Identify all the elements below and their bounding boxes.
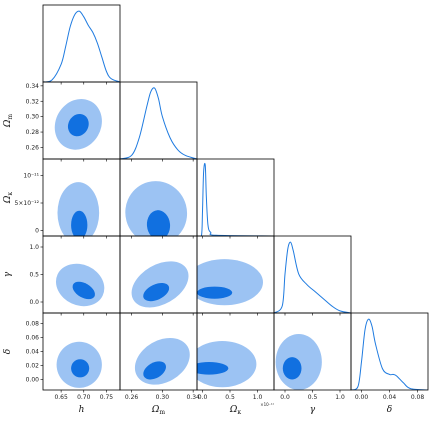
panel-frame-3-3	[273, 235, 352, 314]
contour-inner-h-gamma	[72, 281, 95, 300]
contour-inner-om-ok	[146, 210, 171, 236]
contour-outer-om-delta	[134, 337, 190, 385]
contour-inner-h-ok	[71, 210, 88, 236]
x-tick-label-om: 0.34	[186, 394, 200, 401]
y-tick-label-om: 0.26	[26, 144, 40, 151]
y-tick-label-ok: 5×10⁻¹²	[15, 200, 40, 207]
y-tick-label-delta: 0.02	[26, 363, 40, 370]
panel-frame-0-0	[42, 4, 121, 83]
contour-inner-h-om	[67, 113, 89, 137]
x-tick-label-delta: 0.08	[411, 394, 425, 401]
y-tick-label-delta: 0.04	[26, 349, 40, 356]
contour-om-ok	[125, 181, 188, 236]
y-tick-label-om: 0.30	[26, 114, 40, 121]
contour-h-ok	[57, 182, 100, 236]
x-tick-label-gamma: 0.5	[308, 394, 318, 401]
x-tick-label-om: 0.26	[125, 394, 139, 401]
marginal-h	[43, 10, 120, 82]
x-tick-label-h: 0.65	[54, 394, 68, 401]
x-axis-label-ok: Ωκ	[229, 405, 241, 416]
y-tick-label-gamma: 0.5	[29, 272, 39, 279]
x-tick-label-h: 0.75	[100, 394, 114, 401]
y-tick-label-delta: 0.00	[26, 377, 40, 384]
y-tick-label-ok: 0	[35, 228, 39, 235]
x-axis-label-h: h	[79, 405, 85, 415]
x-tick-label-om: 0.30	[156, 394, 170, 401]
marginal-gamma	[274, 241, 351, 313]
contour-ok-gamma	[197, 259, 263, 306]
y-tick-label-om: 0.32	[26, 98, 40, 105]
contour-outer-ok-delta	[197, 341, 257, 388]
x-tick-label-ok: 0.5	[225, 394, 235, 401]
contour-inner-gamma-delta	[282, 357, 302, 380]
contour-outer-h-ok	[57, 182, 100, 236]
y-axis-label-ok: Ωκ	[3, 192, 14, 204]
contour-inner-om-gamma	[143, 282, 170, 302]
y-tick-label-gamma: 0.0	[29, 299, 39, 306]
y-axis-label-om: Ωm	[3, 114, 14, 128]
contour-inner-ok-gamma	[197, 286, 233, 299]
x-tick-label-delta: 0.04	[383, 394, 397, 401]
contour-inner-h-delta	[71, 359, 90, 378]
contour-om-delta	[134, 337, 190, 385]
x-exponent-label-ok: ×10⁻¹¹	[260, 402, 274, 407]
contour-outer-ok-gamma	[197, 259, 263, 306]
y-axis-label-delta: δ	[3, 349, 13, 354]
x-tick-label-h: 0.70	[77, 394, 91, 401]
y-tick-label-delta: 0.06	[26, 335, 40, 342]
y-tick-label-delta: 0.08	[26, 321, 40, 328]
marginal-ok	[197, 162, 274, 236]
x-tick-label-gamma: 1.0	[335, 394, 345, 401]
y-axis-label-gamma: γ	[3, 271, 13, 277]
x-tick-label-gamma: 0.0	[280, 394, 290, 401]
contour-h-delta	[56, 341, 102, 388]
contour-h-om	[54, 99, 102, 150]
marginal-om	[120, 87, 197, 159]
contour-gamma-delta	[275, 334, 322, 390]
contour-ok-delta	[197, 341, 257, 388]
y-tick-label-om: 0.34	[26, 83, 40, 90]
y-tick-label-gamma: 1.0	[29, 244, 39, 251]
y-tick-label-om: 0.28	[26, 129, 40, 136]
x-axis-label-delta: δ	[387, 405, 392, 415]
x-tick-label-delta: 0.00	[355, 394, 369, 401]
x-axis-label-om: Ωm	[151, 405, 165, 416]
panel-frame-2-2	[196, 158, 275, 237]
contour-inner-ok-delta	[197, 362, 229, 375]
marginal-delta	[351, 318, 428, 390]
x-tick-label-ok: 1.0	[253, 394, 263, 401]
panel-frame-1-1	[119, 81, 198, 160]
x-tick-label-ok: 0.0	[198, 394, 208, 401]
x-axis-label-gamma: γ	[310, 405, 316, 415]
contour-om-gamma	[131, 261, 189, 308]
contour-inner-om-delta	[143, 361, 166, 380]
contour-h-gamma	[55, 263, 105, 307]
y-tick-label-ok: 10⁻¹¹	[23, 173, 39, 180]
